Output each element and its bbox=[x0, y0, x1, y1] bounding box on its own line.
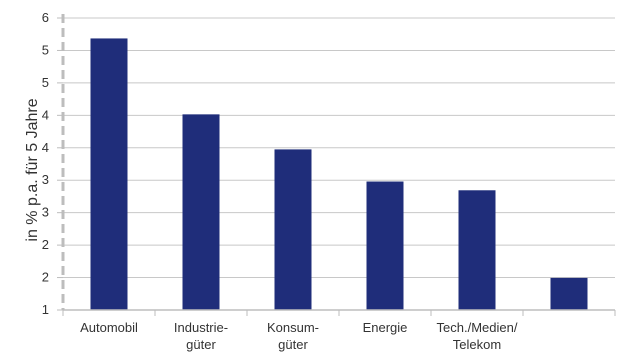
axes bbox=[57, 14, 616, 316]
x-tick-label: güter bbox=[278, 337, 308, 352]
x-tick-labels: Automobil Industrie-güter Konsum-güter Ener… bbox=[80, 320, 518, 352]
y-tick-label: 3 bbox=[42, 205, 49, 220]
y-tick-label: 4 bbox=[42, 140, 49, 155]
bar bbox=[90, 38, 128, 310]
x-tick-label: Konsum- bbox=[267, 320, 319, 335]
y-tick-label: 3 bbox=[42, 172, 49, 187]
bar bbox=[366, 181, 404, 310]
y-tick-label: 2 bbox=[42, 237, 49, 252]
x-tick-label: güter bbox=[186, 337, 216, 352]
bar bbox=[550, 277, 588, 310]
y-axis-label: in % p.a. für 5 Jahre bbox=[24, 98, 41, 241]
x-tick-label: Tech./Medien/ bbox=[437, 320, 518, 335]
y-tick-label: 5 bbox=[42, 42, 49, 57]
grid-lines bbox=[63, 17, 615, 279]
y-tick-label: 6 bbox=[42, 10, 49, 25]
x-tick-label: Industrie- bbox=[174, 320, 228, 335]
x-tick-label: Automobil bbox=[80, 320, 138, 335]
y-tick-labels: 1 2 2 3 3 4 4 5 5 6 bbox=[42, 10, 49, 317]
bar bbox=[458, 190, 496, 310]
x-tick-label: Telekom bbox=[453, 337, 501, 352]
y-tick-label: 5 bbox=[42, 75, 49, 90]
y-tick-label: 2 bbox=[42, 270, 49, 285]
x-tick-label: Energie bbox=[363, 320, 408, 335]
y-tick-label: 1 bbox=[42, 302, 49, 317]
y-tick-label: 4 bbox=[42, 107, 49, 122]
bar bbox=[274, 149, 312, 310]
bar bbox=[182, 114, 220, 310]
bars bbox=[90, 38, 588, 310]
